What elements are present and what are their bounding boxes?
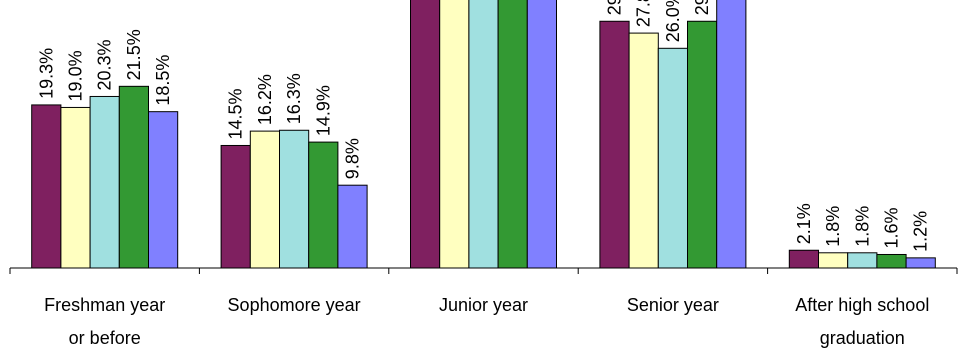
- value-label: 19.3%: [36, 48, 56, 99]
- x-tick-label: Junior year: [439, 295, 528, 315]
- bar: [220, 144, 251, 269]
- value-label: 14.9%: [313, 85, 333, 136]
- bar: [628, 32, 659, 269]
- value-label: 1.6%: [882, 207, 902, 248]
- value-label: 1.2%: [911, 211, 931, 252]
- bar: [497, 0, 528, 269]
- value-label: 14.5%: [226, 88, 246, 139]
- x-tick-label: Senior year: [627, 295, 719, 315]
- x-tick-label: or before: [69, 328, 141, 348]
- value-label: 9.8%: [343, 138, 363, 179]
- bar: [876, 253, 907, 269]
- value-label: 16.2%: [255, 74, 275, 125]
- bar: [468, 0, 499, 269]
- value-label: 16.3%: [284, 73, 304, 124]
- value-label: 1.8%: [823, 206, 843, 247]
- bar: [60, 106, 91, 269]
- bar: [337, 184, 368, 269]
- bar: [905, 257, 936, 269]
- value-label: 1.8%: [852, 206, 872, 247]
- value-label: 20.3%: [95, 39, 115, 90]
- value-label: 29.2%: [692, 0, 712, 15]
- bar: [788, 249, 819, 269]
- value-label: 27.8%: [634, 0, 654, 27]
- bar: [526, 0, 557, 269]
- bar: [31, 104, 62, 269]
- bar: [657, 47, 688, 269]
- value-label: 29.2%: [605, 0, 625, 15]
- bar: [410, 0, 441, 269]
- value-label: 26.0%: [663, 0, 683, 42]
- bar: [89, 95, 120, 269]
- bar: [118, 85, 150, 269]
- bar: [308, 141, 339, 269]
- value-label: 21.5%: [124, 29, 144, 80]
- x-tick-label: After high school: [795, 295, 929, 315]
- bar: [847, 252, 878, 269]
- x-tick-label: Freshman year: [44, 295, 165, 315]
- bar: [439, 0, 470, 269]
- bar: [148, 111, 179, 269]
- bar: [687, 20, 718, 269]
- x-tick-label: Sophomore year: [228, 295, 361, 315]
- bar: [249, 130, 281, 269]
- bar: [279, 129, 310, 269]
- value-label: 2.1%: [794, 203, 814, 244]
- x-tick-label: graduation: [820, 328, 905, 348]
- value-label: 18.5%: [153, 55, 173, 106]
- bar: [716, 0, 747, 269]
- value-label: 19.0%: [66, 50, 86, 101]
- bar: [599, 20, 630, 269]
- bar: [818, 252, 849, 269]
